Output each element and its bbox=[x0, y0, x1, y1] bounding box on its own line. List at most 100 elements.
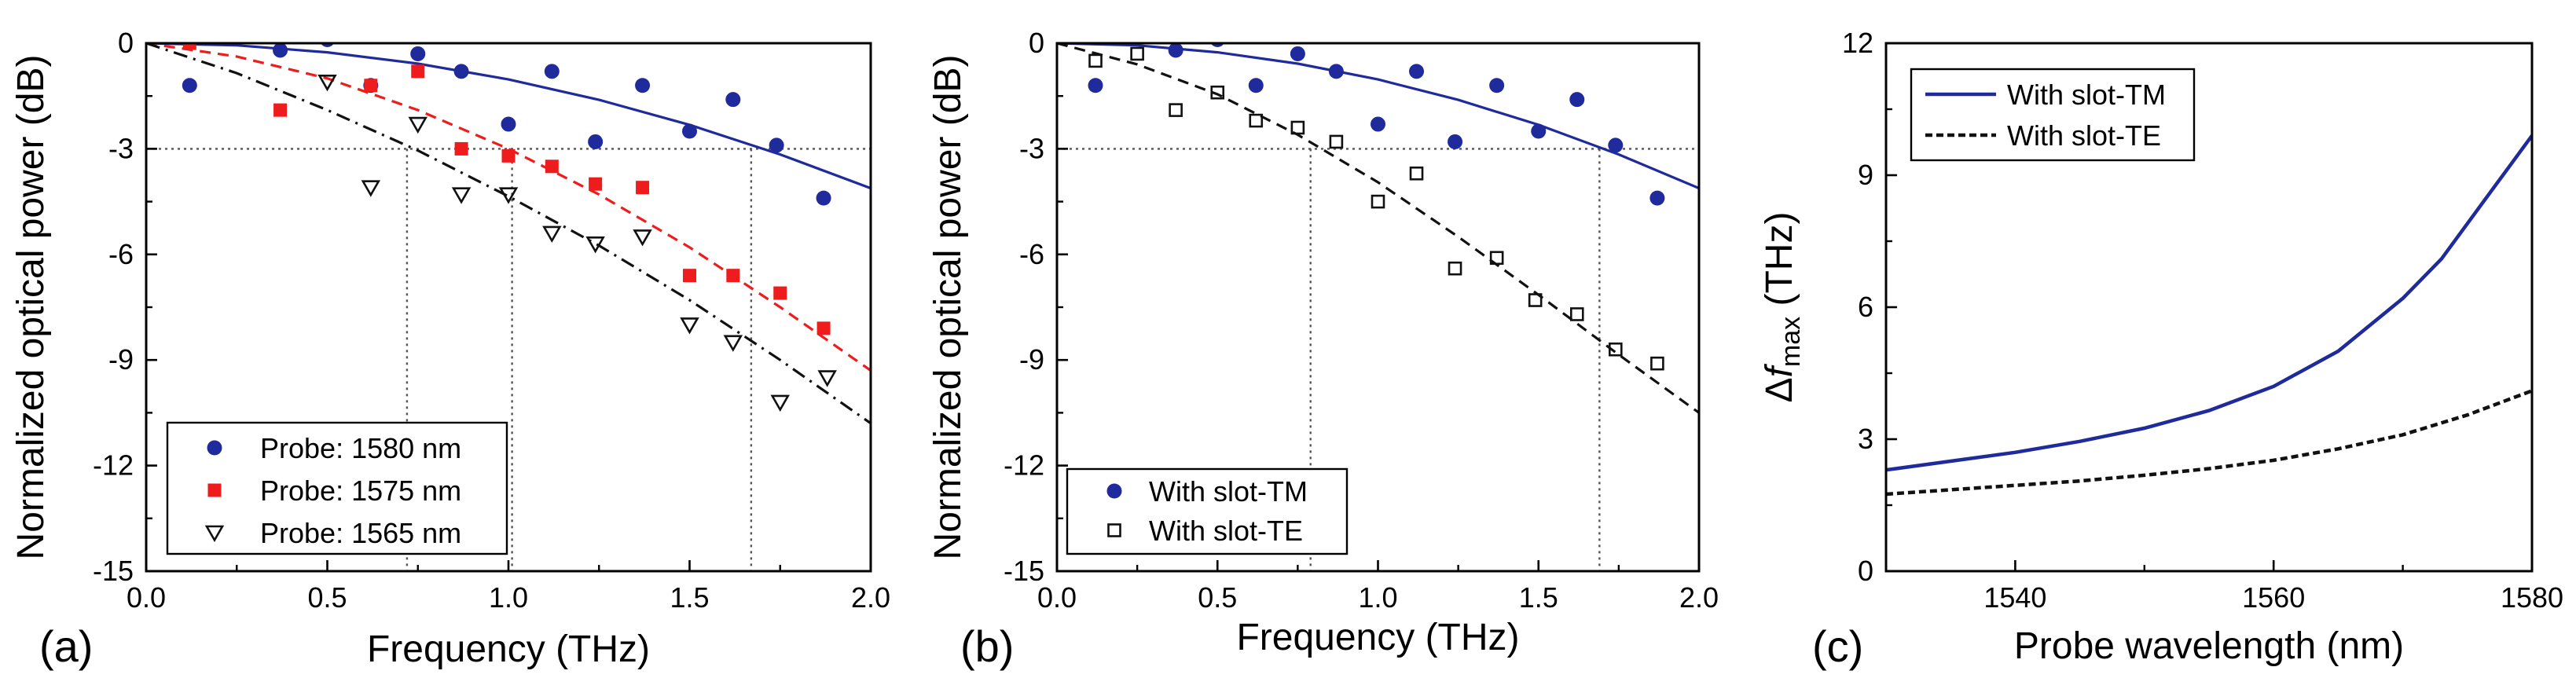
x-tick-label: 0.0 bbox=[127, 581, 166, 614]
data-point-s0-10 bbox=[682, 123, 697, 139]
data-point-s1-7 bbox=[589, 177, 603, 191]
legend: With slot-TM With slot-TE bbox=[1066, 467, 1349, 555]
x-tick-label: 0.5 bbox=[1198, 581, 1237, 614]
data-point-s1-4 bbox=[1249, 113, 1264, 128]
y-tick-label: -9 bbox=[108, 343, 134, 376]
data-point-s0-11 bbox=[725, 92, 741, 108]
legend-box bbox=[166, 421, 508, 555]
x-axis-label: Probe wavelength (nm) bbox=[2014, 625, 2404, 667]
plot-area bbox=[1057, 43, 1699, 571]
data-point-s0-0 bbox=[1088, 78, 1103, 93]
x-tick-label: 1.5 bbox=[1519, 581, 1558, 614]
plot-area bbox=[146, 43, 871, 571]
legend-marker-1 bbox=[207, 483, 222, 497]
data-point-s1-11 bbox=[1528, 293, 1543, 307]
y-axis-label: Normalized optical power (dB) bbox=[10, 55, 52, 560]
x-tick-label: 1560 bbox=[2242, 581, 2305, 614]
x-tick-label: 1540 bbox=[1983, 581, 2046, 614]
legend: With slot-TM With slot-TE bbox=[1910, 68, 2196, 162]
data-point-s2-8 bbox=[680, 317, 699, 335]
y-axis-label-subscript: max bbox=[1776, 317, 1806, 367]
curve-1580-nm-fit bbox=[146, 43, 871, 190]
data-point-s1-8 bbox=[1409, 166, 1424, 181]
data-point-s0-4 bbox=[410, 46, 426, 61]
legend-label: Probe: 1565 nm bbox=[260, 517, 461, 549]
data-point-s2-3 bbox=[451, 187, 472, 204]
data-point-s1-3 bbox=[411, 64, 425, 79]
data-point-s1-7 bbox=[1371, 194, 1385, 209]
data-point-s1-12 bbox=[1569, 307, 1584, 321]
data-point-s1-6 bbox=[545, 159, 559, 174]
data-point-s0-13 bbox=[816, 190, 831, 206]
data-point-s1-2 bbox=[364, 79, 378, 93]
x-tick-label: 0.5 bbox=[307, 581, 347, 614]
panel-label: (b) bbox=[960, 621, 1014, 671]
data-point-s0-5 bbox=[1328, 64, 1344, 79]
y-tick-label: 0 bbox=[1029, 27, 1044, 59]
data-point-s1-4 bbox=[454, 141, 468, 156]
y-tick-label: 6 bbox=[1858, 291, 1873, 323]
y-tick-label: -3 bbox=[108, 132, 134, 164]
x-tick-label: 1580 bbox=[2501, 581, 2563, 614]
data-point-s0-1 bbox=[1168, 43, 1183, 58]
data-point-s0-9 bbox=[635, 78, 651, 93]
data-point-s1-5 bbox=[1290, 120, 1305, 135]
data-point-s0-12 bbox=[769, 137, 784, 153]
data-point-s1-5 bbox=[501, 148, 516, 163]
curve-with-slot-te bbox=[1886, 389, 2532, 497]
data-point-s1-3 bbox=[1210, 85, 1225, 100]
legend-box bbox=[1066, 467, 1349, 555]
data-point-s1-0 bbox=[1088, 53, 1103, 68]
x-tick-label: 2.0 bbox=[851, 581, 890, 614]
data-point-s2-6 bbox=[585, 236, 605, 254]
legend: Probe: 1580 nm Probe: 1575 nm Probe: 1565 … bbox=[166, 421, 508, 555]
data-point-s0-6 bbox=[1371, 116, 1385, 132]
y-axis-label: Normalized optical power (dB) bbox=[927, 55, 969, 560]
y-tick-label: 0 bbox=[1858, 555, 1873, 587]
y-axis-label: Δfmax (THz) bbox=[1759, 212, 1806, 403]
data-point-s1-0 bbox=[182, 43, 196, 50]
data-point-s0-4 bbox=[1290, 46, 1305, 61]
legend-marker-1 bbox=[1107, 523, 1121, 537]
legend-marker-2 bbox=[204, 525, 225, 543]
panel-c: 1540 1560 1580 0 3 6 9 12 Probe wavelength (nm) Δ… bbox=[1759, 27, 2563, 671]
data-point-s1-10 bbox=[1489, 251, 1504, 266]
data-point-s1-1 bbox=[1130, 46, 1144, 61]
y-tick-label: 0 bbox=[118, 27, 134, 59]
data-point-s2-9 bbox=[723, 335, 743, 352]
legend-label: Probe: 1580 nm bbox=[260, 432, 461, 464]
data-point-s2-10 bbox=[770, 394, 790, 412]
data-point-s0-5 bbox=[453, 64, 469, 79]
data-point-s1-8 bbox=[636, 181, 650, 195]
data-point-s0-6 bbox=[501, 116, 516, 132]
legend-label: With slot-TE bbox=[1149, 515, 1303, 547]
data-point-s2-5 bbox=[542, 225, 562, 244]
legend-marker-0 bbox=[1106, 483, 1122, 499]
legend-box bbox=[1910, 68, 2196, 162]
y-tick-label: -9 bbox=[1019, 343, 1044, 376]
data-point-s0-11 bbox=[1569, 92, 1585, 108]
curve-te-fit bbox=[1057, 43, 1699, 414]
legend-label: With slot-TE bbox=[2007, 119, 2161, 152]
data-point-s0-7 bbox=[544, 64, 560, 79]
data-point-s0-0 bbox=[182, 78, 197, 93]
y-axis-label-unit: (THz) bbox=[1759, 212, 1800, 317]
x-tick-label: 1.0 bbox=[489, 581, 528, 614]
data-point-s0-10 bbox=[1531, 123, 1547, 139]
data-point-s1-1 bbox=[273, 103, 288, 117]
legend-label: Probe: 1575 nm bbox=[260, 475, 461, 507]
y-tick-label: -3 bbox=[1019, 132, 1044, 164]
panel-label: (a) bbox=[39, 621, 93, 671]
legend-label: With slot-TM bbox=[1149, 475, 1308, 508]
data-point-s1-10 bbox=[726, 269, 740, 283]
x-tick-label: 1.0 bbox=[1358, 581, 1397, 614]
data-point-s0-1 bbox=[273, 43, 288, 58]
curve-1565-nm-fit bbox=[146, 43, 871, 425]
y-tick-label: -12 bbox=[1004, 449, 1044, 482]
data-point-s1-2 bbox=[1169, 103, 1183, 117]
data-point-s0-8 bbox=[588, 134, 604, 149]
legend-marker-0 bbox=[207, 440, 222, 456]
data-point-s0-8 bbox=[1448, 134, 1463, 149]
y-tick-label: -6 bbox=[108, 238, 134, 270]
